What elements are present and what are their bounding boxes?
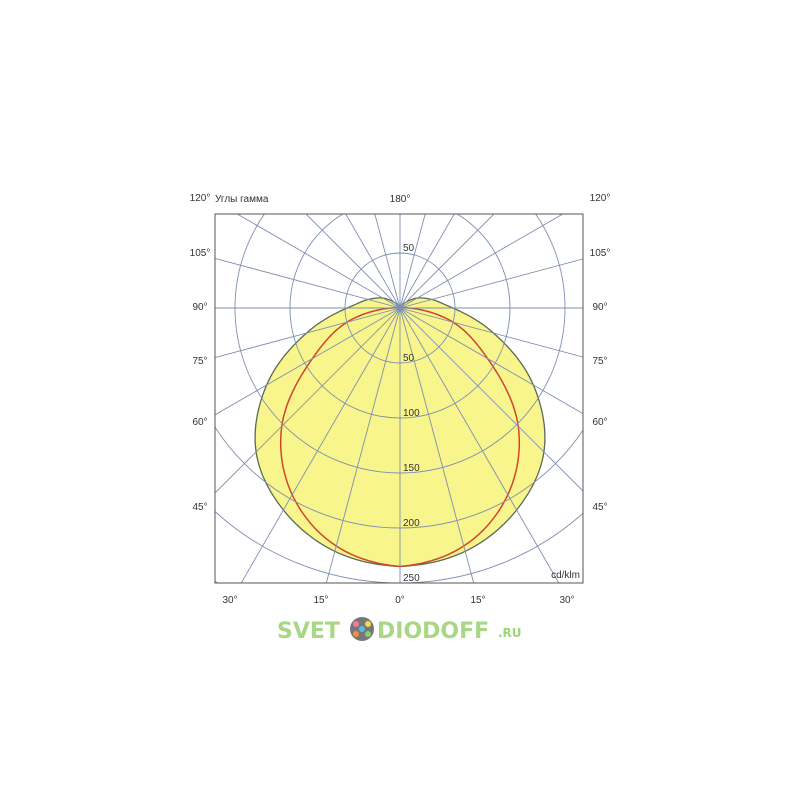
- angle-label-bottom: 15°: [470, 595, 485, 606]
- angle-label-right: 120°: [590, 193, 611, 204]
- plot-frame: [214, 213, 584, 584]
- angle-label-right: 60°: [592, 417, 607, 428]
- angle-label-bottom: 0°: [395, 595, 405, 606]
- watermark-text-left: SVET: [277, 619, 340, 644]
- radial-tick-label: 50: [403, 243, 415, 254]
- angle-label-bottom: 30°: [559, 595, 574, 606]
- radial-tick-label: 50: [403, 353, 415, 364]
- angle-label-right: 105°: [590, 248, 611, 259]
- angle-label-left: 120°: [190, 193, 211, 204]
- angle-label-left: 60°: [192, 417, 207, 428]
- angle-label-right: 75°: [592, 356, 607, 367]
- radial-tick-label: 200: [403, 518, 420, 529]
- watermark-suffix: .RU: [498, 626, 522, 640]
- angle-label-right: 45°: [592, 502, 607, 513]
- radial-tick-label: 100: [403, 408, 420, 419]
- watermark-text-right: DIODOFF: [377, 619, 489, 644]
- unit-label: cd/klm: [551, 570, 580, 581]
- radial-tick-label: 250: [403, 573, 420, 584]
- angle-label-top: 180°: [390, 194, 411, 205]
- angle-label-left: 105°: [190, 248, 211, 259]
- angle-axis-label: Углы гамма: [215, 194, 269, 205]
- angle-label-bottom: 15°: [313, 595, 328, 606]
- angle-label-left: 90°: [192, 302, 207, 313]
- angle-label-right: 90°: [592, 302, 607, 313]
- angle-label-left: 45°: [192, 502, 207, 513]
- angle-label-left: 75°: [192, 356, 207, 367]
- radial-tick-label: 150: [403, 463, 420, 474]
- angle-label-bottom: 30°: [222, 595, 237, 606]
- grid-radial-line: [325, 214, 426, 583]
- watermark-logo: SVET DIODOFF .RU: [277, 617, 522, 644]
